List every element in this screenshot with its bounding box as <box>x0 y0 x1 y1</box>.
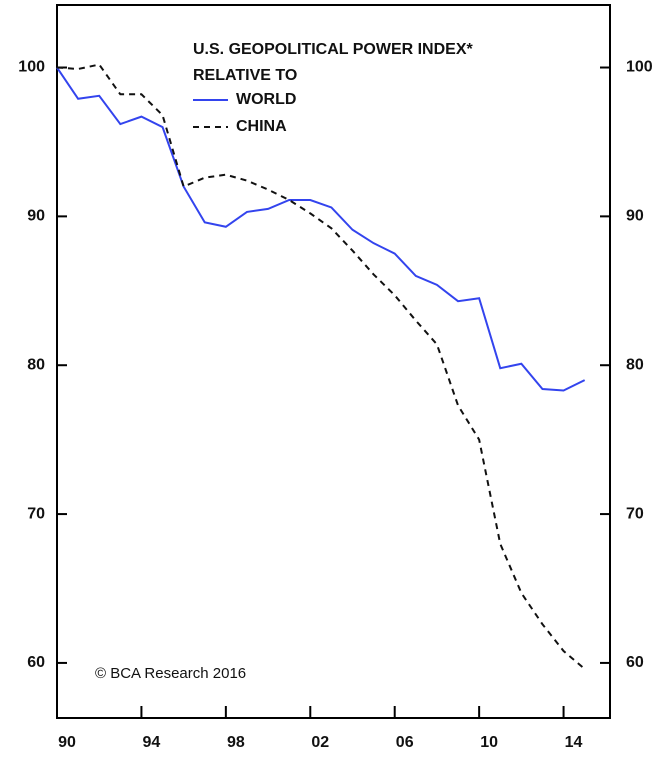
y2-tick-label: 100 <box>626 59 653 76</box>
x-tick-label: 06 <box>396 734 414 751</box>
x-tick-label: 98 <box>227 734 245 751</box>
legend-label: WORLD <box>236 91 296 108</box>
y2-tick-label: 90 <box>626 208 644 225</box>
y2-tick-label: 80 <box>626 356 644 373</box>
y-tick-label: 70 <box>27 505 45 522</box>
y2-tick-label: 70 <box>626 505 644 522</box>
series-line <box>56 63 586 670</box>
y-tick-label: 60 <box>27 654 45 671</box>
y-tick-label: 100 <box>18 59 45 76</box>
chart-title: U.S. GEOPOLITICAL POWER INDEX* <box>193 41 474 58</box>
x-tick-label: 14 <box>565 734 583 751</box>
y2-tick-label: 60 <box>626 654 644 671</box>
chart-subtitle: RELATIVE TO <box>193 67 297 84</box>
series-line <box>56 66 586 392</box>
plot-frame <box>56 4 611 719</box>
y-tick-label: 90 <box>27 208 45 225</box>
x-tick-label: 90 <box>58 734 76 751</box>
x-tick-label: 10 <box>480 734 498 751</box>
x-tick-label: 94 <box>143 734 161 751</box>
annotation: © BCA Research 2016 <box>95 665 246 682</box>
x-tick-label: 02 <box>311 734 329 751</box>
y-tick-label: 80 <box>27 356 45 373</box>
legend-label: CHINA <box>236 118 287 135</box>
